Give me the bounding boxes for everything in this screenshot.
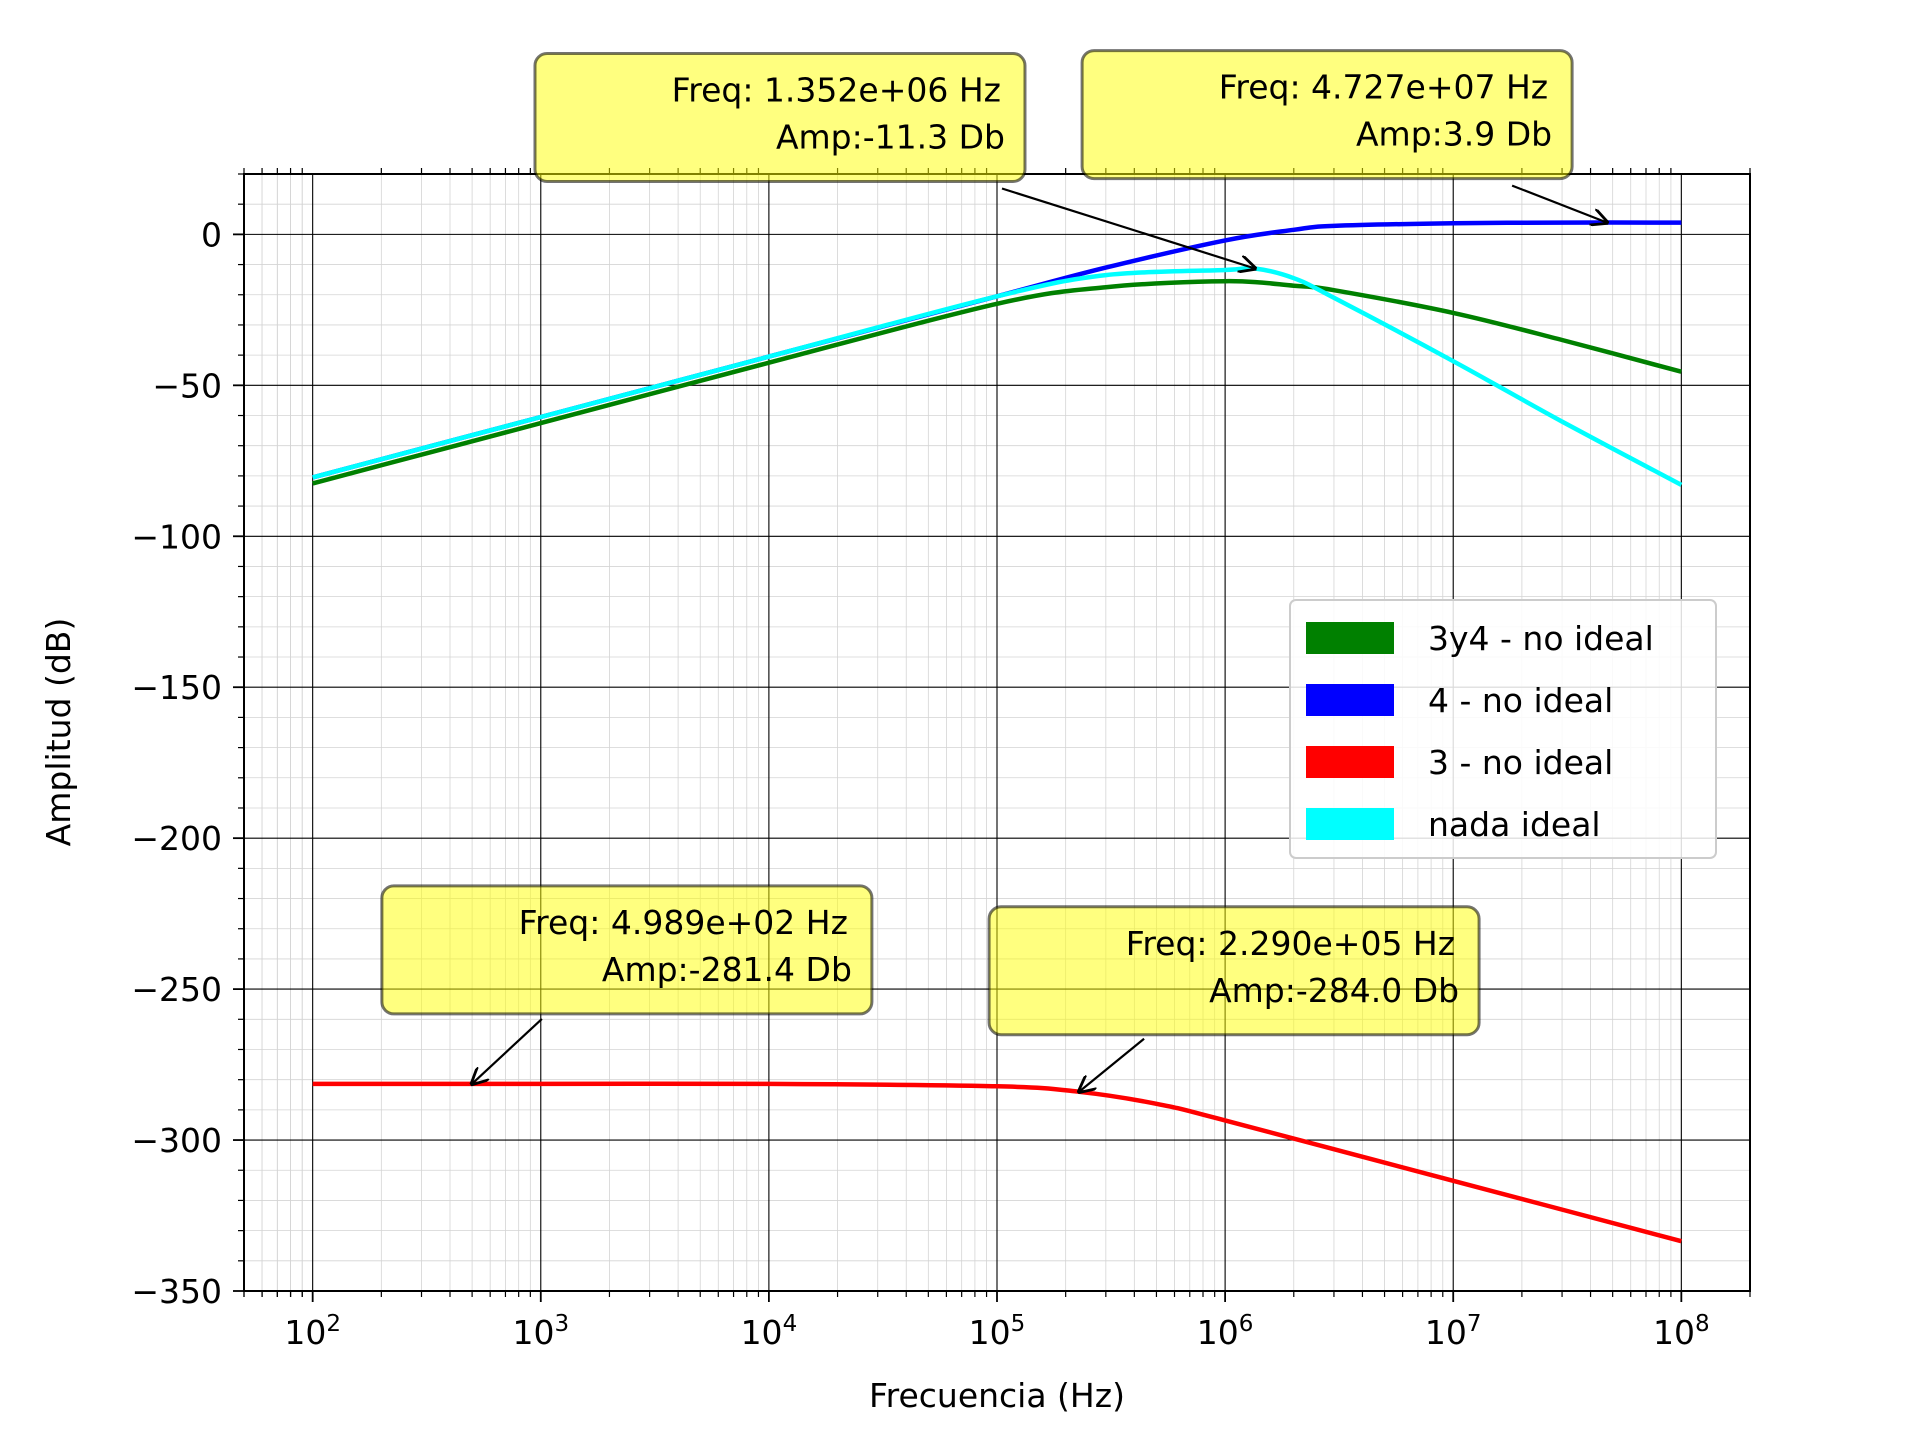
series-line-3-no-ideal [312, 1081, 1682, 1244]
legend-swatch [1306, 808, 1394, 840]
annotation-amp-text: Amp:3.9 Db [1356, 115, 1552, 154]
x-tick-labels: 102 103 104 105 106 107 108 [284, 1311, 1709, 1352]
annotation-box [987, 905, 1481, 1037]
annotation-arrow [1079, 1037, 1145, 1092]
series-line-nada-ideal [312, 265, 1683, 487]
legend-swatch [1306, 622, 1394, 654]
x-tick-label: 108 [1653, 1311, 1710, 1352]
annotation-arrow [472, 1018, 543, 1084]
y-tick-label: −300 [131, 1121, 222, 1160]
legend-swatch [1306, 684, 1394, 716]
annotation-arrow [1001, 187, 1255, 268]
x-axis-label: Frecuencia (Hz) [869, 1376, 1125, 1415]
legend-box [1289, 599, 1717, 859]
annotation-freq-text: Freq: 1.352e+06 Hz [672, 70, 1001, 109]
annotation: Freq: 2.290e+05 Hz Amp:-284.0 Db [987, 905, 1481, 1092]
x-tick-label: 103 [512, 1311, 569, 1352]
legend-label: 3 - no ideal [1428, 743, 1613, 782]
annotation: Freq: 1.352e+06 Hz Amp:-11.3 Db [533, 51, 1255, 268]
y-tick-label: 0 [201, 215, 222, 254]
legend-swatch [1306, 746, 1394, 778]
x-tick-label: 106 [1197, 1311, 1254, 1352]
annotations: Freq: 1.352e+06 Hz Amp:-11.3 Db Freq: 4.72… [380, 49, 1607, 1092]
legend-label: nada ideal [1428, 805, 1601, 844]
annotation-amp-text: Amp:-11.3 Db [776, 117, 1005, 156]
y-tick-labels: 0 −50 −100 −150 −200 −250 −300 −350 [131, 215, 222, 1311]
x-tick-label: 107 [1425, 1311, 1482, 1352]
legend-label: 4 - no ideal [1428, 681, 1613, 720]
x-tick-label: 105 [969, 1311, 1026, 1352]
y-tick-label: −350 [131, 1272, 222, 1311]
annotation-freq-text: Freq: 4.989e+02 Hz [519, 903, 848, 942]
annotation: Freq: 4.727e+07 Hz Amp:3.9 Db [1080, 49, 1607, 223]
y-tick-label: −100 [131, 517, 222, 556]
annotation-freq-text: Freq: 4.727e+07 Hz [1219, 68, 1548, 107]
annotation-box [380, 884, 874, 1016]
annotation: Freq: 4.989e+02 Hz Amp:-281.4 Db [380, 884, 874, 1084]
annotation-arrow [1511, 184, 1607, 223]
annotation-freq-text: Freq: 2.290e+05 Hz [1126, 924, 1455, 963]
y-tick-label: −50 [152, 366, 222, 405]
x-tick-label: 104 [741, 1311, 798, 1352]
annotation-box [533, 51, 1027, 183]
series-lines [312, 220, 1683, 1244]
y-tick-label: −200 [131, 819, 222, 858]
annotation-amp-text: Amp:-284.0 Db [1209, 971, 1459, 1010]
y-tick-label: −250 [131, 970, 222, 1009]
x-tick-label: 102 [284, 1311, 341, 1352]
annotation-box [1080, 49, 1574, 181]
y-tick-label: −150 [131, 668, 222, 707]
series-line-3y4-no-ideal [312, 278, 1682, 486]
legend: 3y4 - no ideal 4 - no ideal 3 - no ideal na… [1289, 599, 1717, 859]
legend-label: 3y4 - no ideal [1428, 619, 1654, 658]
y-axis-label: Amplitud (dB) [39, 618, 78, 847]
annotation-amp-text: Amp:-281.4 Db [602, 950, 852, 989]
